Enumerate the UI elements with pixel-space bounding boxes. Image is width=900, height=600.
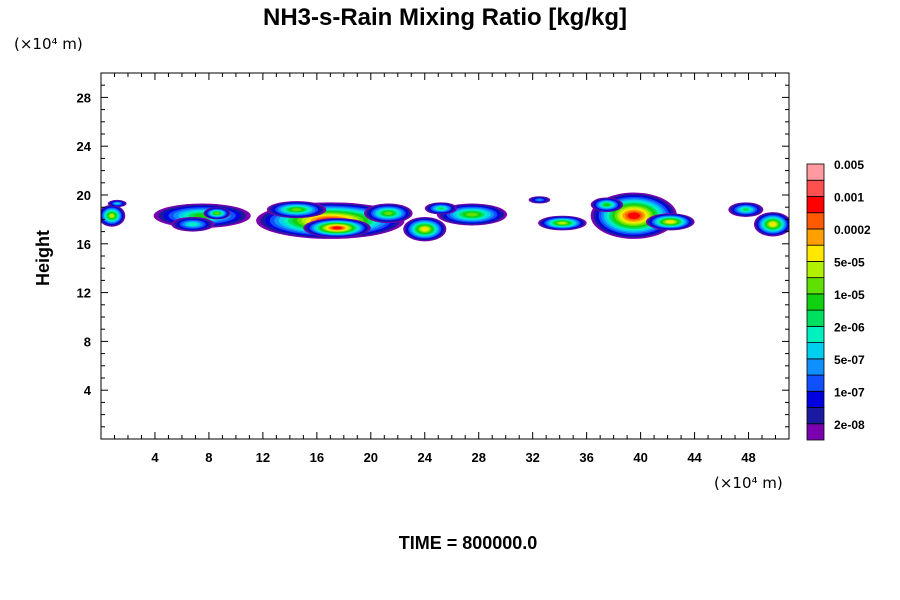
y-tick-label: 8	[84, 334, 91, 349]
contour-level	[603, 203, 610, 207]
contour-level	[742, 208, 750, 212]
x-tick-label: 4	[151, 450, 159, 465]
x-tick-label: 44	[687, 450, 702, 465]
x-tick-label: 24	[418, 450, 433, 465]
chart-title: NH3-s-Rain Mixing Ratio [kg/kg]	[263, 4, 627, 31]
contour-level	[188, 222, 198, 226]
contour-blob	[590, 197, 624, 213]
colorbar-swatch	[806, 163, 825, 181]
y-tick-label: 24	[77, 139, 92, 154]
contour-blob	[753, 212, 789, 237]
colorbar-swatch	[806, 358, 825, 376]
contour-level	[384, 211, 393, 215]
contour-field	[101, 192, 789, 242]
x-unit-label: (×10⁴ m)	[714, 474, 783, 492]
colorbar-swatch	[806, 342, 825, 360]
colorbar-swatch	[806, 179, 825, 197]
colorbar-label: 1e-07	[834, 385, 865, 399]
colorbar-label: 5e-07	[834, 353, 865, 367]
y-tick-label: 28	[77, 90, 91, 105]
y-tick-label: 20	[77, 188, 91, 203]
colorbar-swatch	[806, 261, 825, 279]
contour-blob	[203, 207, 231, 220]
contour-blob	[403, 216, 447, 242]
contour-level	[214, 212, 220, 215]
contour-level	[465, 212, 479, 217]
contour-level	[666, 220, 675, 224]
colorbar-label: 2e-06	[834, 320, 865, 334]
contour-level	[437, 207, 445, 210]
contour-level	[769, 222, 776, 227]
colorbar-swatch	[806, 390, 825, 408]
contour-blob	[728, 202, 764, 217]
colorbar-label: 0.001	[834, 190, 864, 204]
contour-blob	[101, 204, 126, 227]
contour-blob	[107, 199, 127, 208]
y-tick-label: 4	[84, 383, 92, 398]
x-tick-label: 20	[364, 450, 378, 465]
y-unit-label: (×10⁴ m)	[14, 35, 83, 53]
colorbar-swatch	[806, 423, 825, 441]
x-tick-label: 12	[256, 450, 270, 465]
contour-level	[114, 202, 120, 205]
plot-area	[101, 73, 789, 439]
x-tick-labels: 4 8 12 16 20 24 28 32 36 40 44 48	[151, 450, 755, 465]
x-tick-label: 16	[310, 450, 324, 465]
contour-blob	[646, 213, 695, 231]
contour-level	[291, 208, 302, 212]
colorbar-swatch	[806, 228, 825, 246]
contour-level	[558, 221, 567, 225]
colorbar-swatch	[806, 374, 825, 392]
contour-blob	[171, 216, 215, 232]
colorbar-swatch	[806, 325, 825, 343]
y-axis-label: Height	[33, 230, 53, 286]
colorbar-swatch	[806, 212, 825, 230]
colorbar-label: 2e-08	[834, 418, 865, 432]
contour-blob	[266, 201, 327, 219]
colorbar: 2e-08 1e-07 5e-07 2e-06 1e-05 5e-05 0.0002 0.00…	[806, 158, 871, 441]
contour-level	[332, 226, 342, 230]
contour-level	[536, 198, 543, 201]
colorbar-swatch	[806, 277, 825, 295]
x-tick-label: 8	[205, 450, 212, 465]
contour-blob	[528, 196, 551, 204]
contour-blob	[303, 218, 371, 238]
contour-level	[109, 213, 114, 218]
contour-blob	[364, 203, 413, 224]
colorbar-swatch	[806, 293, 825, 311]
x-tick-label: 48	[741, 450, 755, 465]
contour-blob	[538, 215, 587, 231]
colorbar-label: 5e-05	[834, 255, 865, 269]
colorbar-swatch	[806, 196, 825, 214]
colorbar-label: 1e-05	[834, 288, 865, 302]
axis-ticks	[101, 73, 789, 439]
colorbar-swatch	[806, 244, 825, 262]
x-tick-label: 28	[471, 450, 485, 465]
y-tick-labels: 4 8 12 16 20 24 28	[77, 90, 92, 398]
x-tick-label: 36	[579, 450, 593, 465]
time-label: TIME = 800000.0	[399, 533, 538, 553]
colorbar-label: 0.005	[834, 158, 864, 172]
colorbar-swatch	[806, 309, 825, 327]
colorbar-swatch	[806, 407, 825, 425]
x-tick-label: 32	[525, 450, 539, 465]
colorbar-label: 0.0002	[834, 223, 871, 237]
contour-blob	[424, 202, 458, 215]
contour-level	[627, 212, 640, 220]
y-tick-label: 16	[77, 237, 91, 252]
y-tick-label: 12	[77, 286, 91, 301]
contour-level	[421, 227, 429, 232]
x-tick-label: 40	[633, 450, 647, 465]
